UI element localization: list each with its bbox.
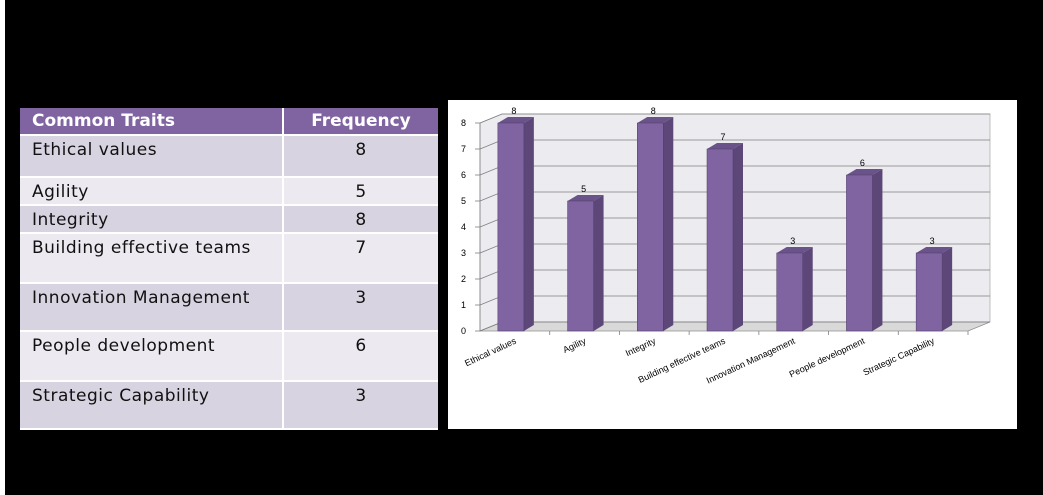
slide-edge — [0, 0, 5, 495]
frequency-cell: 3 — [282, 382, 438, 430]
table-row: Innovation Management 3 — [20, 284, 438, 332]
x-tick-label: Integrity — [624, 336, 658, 359]
chart-panel: 0 1 2 3 4 5 6 7 8 8 Ethical values 5 Agility 8 Integri… — [448, 100, 1017, 429]
gridline — [479, 113, 990, 124]
y-tick-label: 1 — [461, 300, 466, 310]
bar — [846, 174, 873, 332]
trait-cell: Innovation Management — [20, 284, 282, 332]
trait-cell: Agility — [20, 178, 282, 206]
x-tick-label: Agility — [561, 336, 587, 355]
trait-cell: Building effective teams — [20, 234, 282, 284]
y-tick-label: 2 — [461, 274, 466, 284]
y-tick-label: 7 — [461, 144, 466, 154]
trait-cell: Integrity — [20, 206, 282, 234]
bar — [637, 122, 664, 332]
bar-top — [916, 247, 953, 253]
y-tick-label: 4 — [461, 222, 466, 232]
data-label: 8 — [511, 106, 516, 116]
header-frequency: Frequency — [282, 108, 438, 136]
bar — [567, 200, 594, 332]
table-row: Integrity 8 — [20, 206, 438, 234]
bar — [497, 122, 525, 332]
bar-top — [776, 247, 813, 253]
data-label: 3 — [790, 236, 795, 246]
traits-table: Common Traits Frequency Ethical values 8… — [20, 108, 438, 430]
x-tick-label: People development — [788, 336, 867, 380]
bar-side — [663, 117, 674, 331]
table-row: Ethical values 8 — [20, 136, 438, 178]
bar — [915, 252, 943, 332]
bar-top — [707, 143, 743, 149]
trait-cell: Ethical values — [20, 136, 282, 178]
bar — [706, 148, 734, 332]
data-label: 7 — [720, 132, 725, 142]
x-tick-label: Ethical values — [463, 336, 518, 369]
trait-cell: People development — [20, 332, 282, 382]
data-label: 8 — [651, 106, 656, 116]
table-row: People development 6 — [20, 332, 438, 382]
y-tick-label: 8 — [461, 118, 466, 128]
data-label: 5 — [581, 184, 586, 194]
frequency-cell: 5 — [282, 178, 438, 206]
frequency-cell: 7 — [282, 234, 438, 284]
frequency-cell: 3 — [282, 284, 438, 332]
bar-top — [567, 195, 604, 201]
y-tick-label: 3 — [461, 248, 466, 258]
y-tick-label: 0 — [461, 326, 466, 336]
data-label: 3 — [930, 236, 935, 246]
frequency-cell: 8 — [282, 206, 438, 234]
x-tick-label: Strategic Capability — [861, 336, 936, 378]
bar-side — [733, 143, 743, 331]
bar-top — [846, 169, 883, 175]
bar-top — [637, 117, 674, 123]
table-row: Agility 5 — [20, 178, 438, 206]
bar-side — [802, 247, 813, 331]
y-tick-label: 5 — [461, 196, 466, 206]
bar-top — [497, 117, 534, 123]
bar-side — [872, 169, 883, 331]
table-header-row: Common Traits Frequency — [20, 108, 438, 136]
data-label: 6 — [860, 158, 865, 168]
bar-side — [523, 117, 534, 331]
bar-chart: 0 1 2 3 4 5 6 7 8 8 Ethical values 5 Agility 8 Integri… — [461, 106, 991, 386]
bar-side — [942, 247, 953, 331]
bar — [776, 252, 803, 332]
table-row: Strategic Capability 3 — [20, 382, 438, 430]
trait-cell: Strategic Capability — [20, 382, 282, 430]
frequency-cell: 6 — [282, 332, 438, 382]
bar-side — [593, 195, 604, 331]
header-common-traits: Common Traits — [20, 108, 282, 136]
y-tick-label: 6 — [461, 170, 466, 180]
table-row: Building effective teams 7 — [20, 234, 438, 284]
frequency-cell: 8 — [282, 136, 438, 178]
